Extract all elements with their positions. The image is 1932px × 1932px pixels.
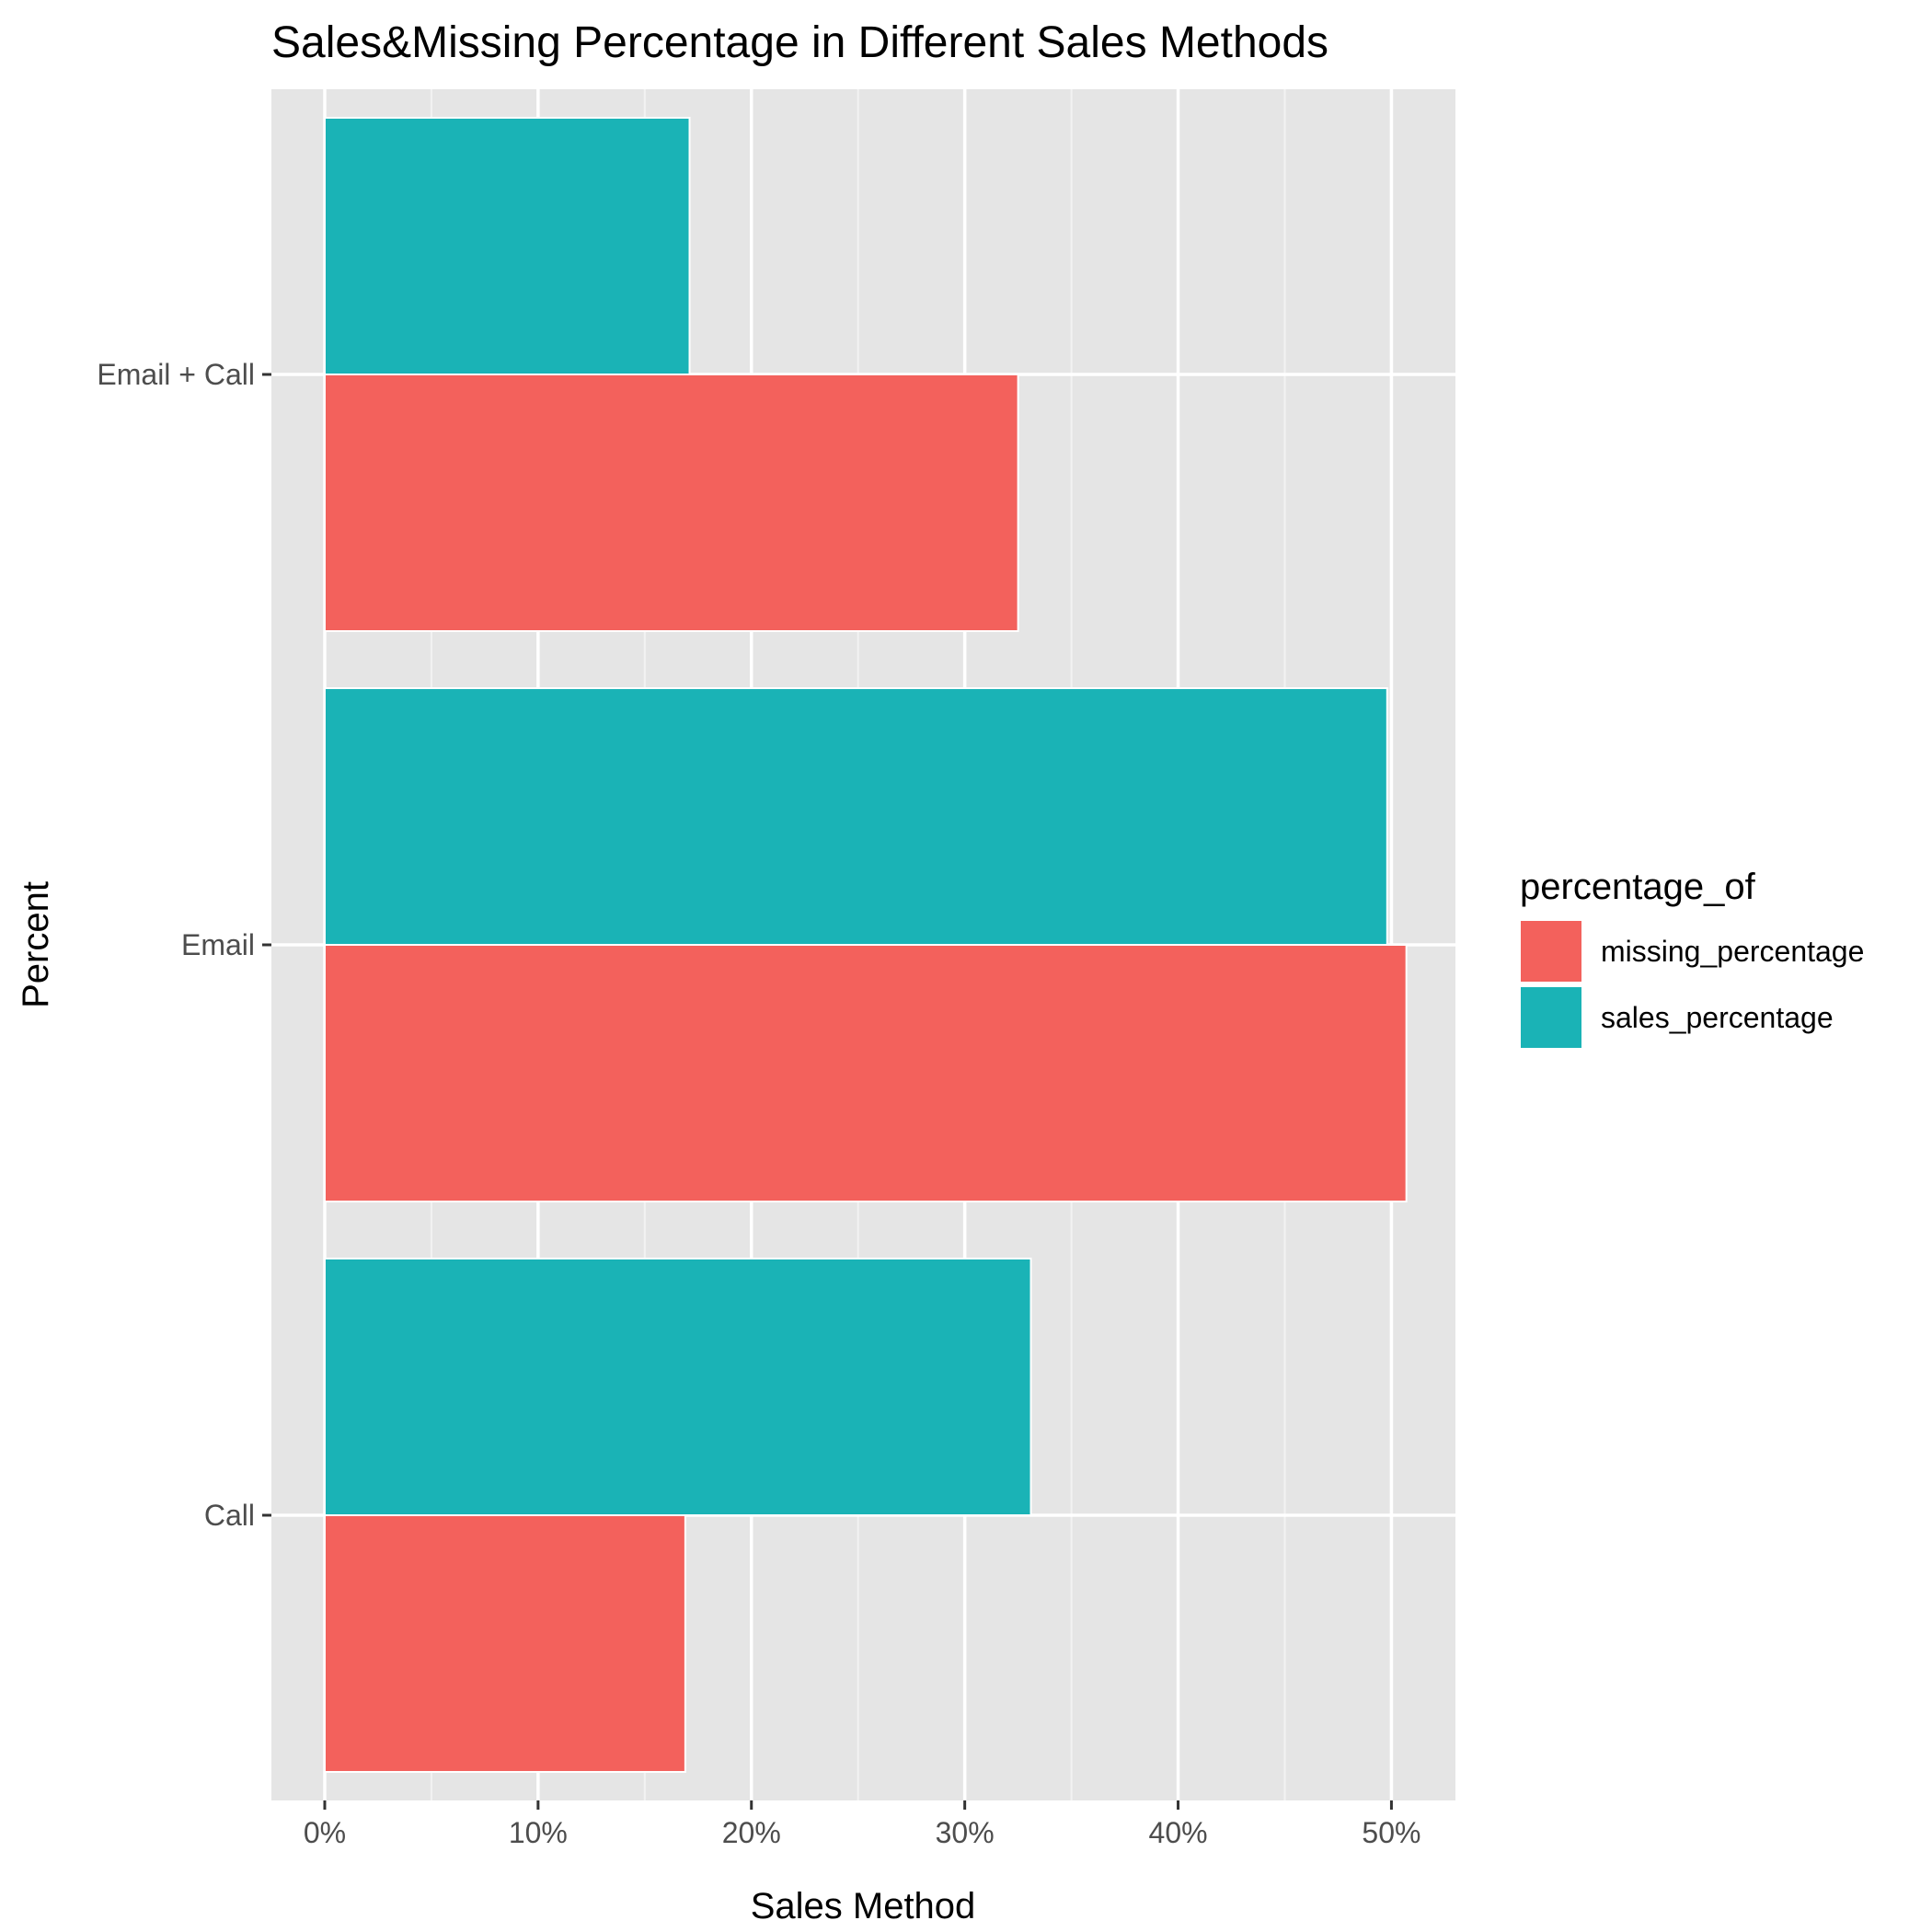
x-tick-label: 50% xyxy=(1362,1816,1420,1849)
y-axis-title: Percent xyxy=(16,881,56,1008)
x-tick-label: 20% xyxy=(722,1816,781,1849)
legend-key-missing_percentage xyxy=(1519,919,1583,983)
legend-title: percentage_of xyxy=(1520,867,1756,907)
legend-label-sales_percentage: sales_percentage xyxy=(1601,1001,1834,1034)
y-tick-label: Call xyxy=(204,1499,255,1532)
x-tick-label: 40% xyxy=(1149,1816,1208,1849)
x-tick-label: 10% xyxy=(509,1816,568,1849)
y-tick-label: Email xyxy=(181,928,255,961)
bar-missing_percentage xyxy=(323,944,1408,1202)
bar-sales_percentage xyxy=(323,117,691,375)
bar-sales_percentage xyxy=(323,1258,1032,1516)
y-axis: Call Email Email + Call xyxy=(97,358,271,1532)
bars xyxy=(323,117,1408,1773)
y-tick-label: Email + Call xyxy=(97,358,255,391)
legend: percentage_of missing_percentage sales_pe… xyxy=(1519,867,1864,1050)
chart-title: Sales&Missing Percentage in Different Sa… xyxy=(271,18,1328,67)
x-tick-label: 0% xyxy=(304,1816,346,1849)
legend-label-missing_percentage: missing_percentage xyxy=(1601,935,1864,968)
bar-sales_percentage xyxy=(323,687,1388,946)
bar-missing_percentage xyxy=(323,374,1019,632)
x-axis: 0% 10% 20% 30% 40% 50% xyxy=(304,1800,1420,1849)
x-axis-title: Sales Method xyxy=(751,1886,976,1926)
legend-key-sales_percentage xyxy=(1519,985,1583,1050)
x-tick-label: 30% xyxy=(936,1816,995,1849)
bar-missing_percentage xyxy=(323,1514,686,1773)
